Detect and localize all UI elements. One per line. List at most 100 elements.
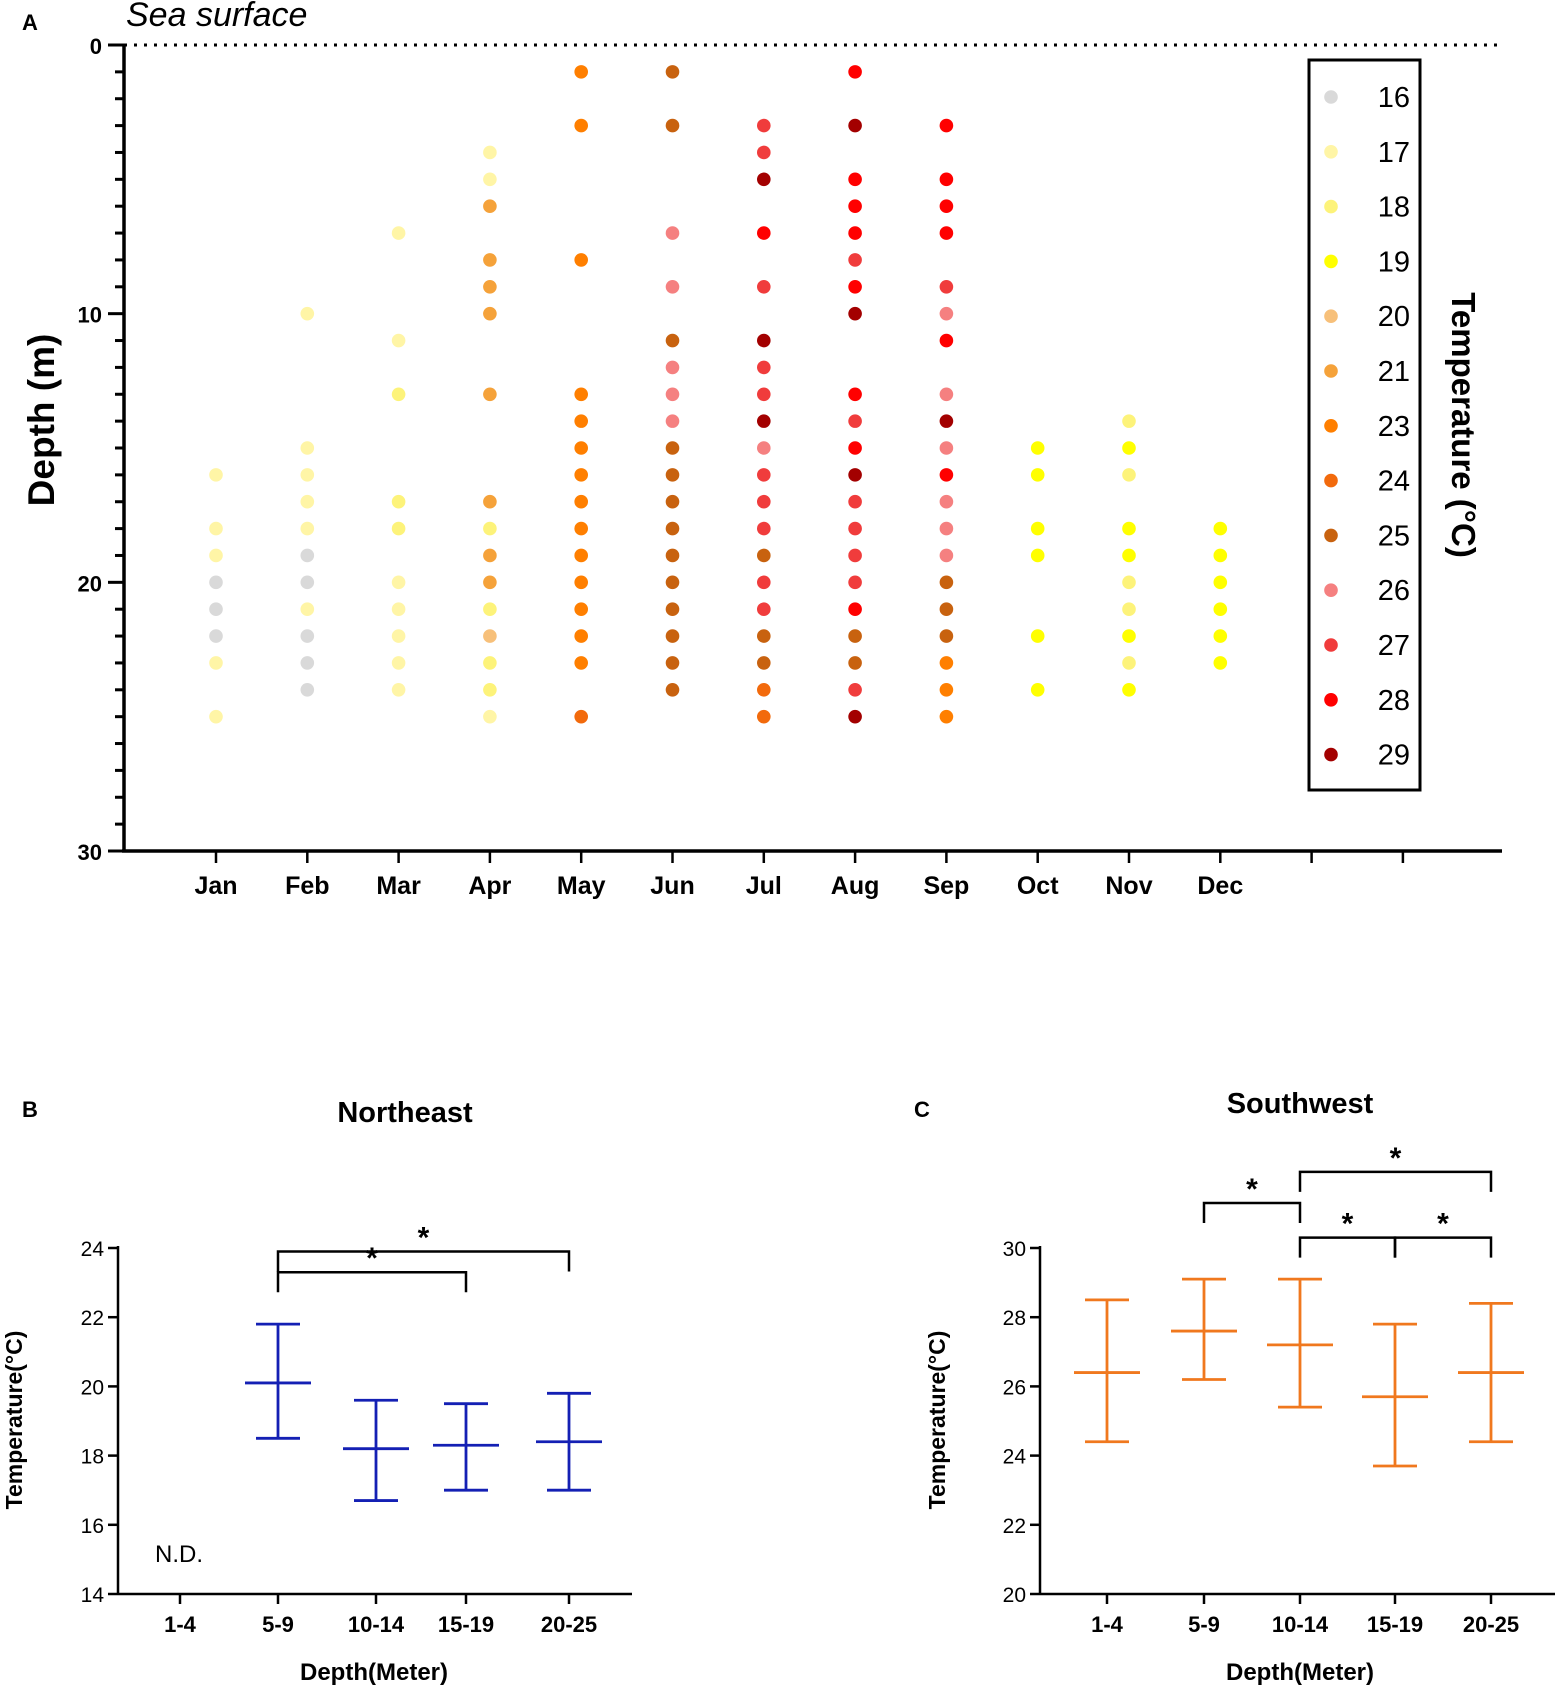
data-point — [665, 387, 680, 402]
data-point — [574, 65, 588, 79]
data-point — [665, 226, 680, 240]
y-tick-label: 24 — [81, 1238, 105, 1261]
data-point — [939, 629, 954, 643]
legend-label: 26 — [1378, 575, 1410, 607]
x-tick-label: 20-25 — [1463, 1612, 1519, 1637]
data-point — [300, 602, 315, 616]
data-point — [665, 333, 680, 348]
data-point — [574, 656, 588, 670]
x-tick-label: Jul — [746, 872, 782, 900]
data-point — [665, 280, 680, 294]
data-point — [665, 441, 680, 455]
data-point — [209, 602, 223, 616]
significance-star: * — [366, 1242, 378, 1275]
data-point — [1213, 521, 1228, 536]
data-point — [1213, 656, 1228, 670]
data-point — [574, 548, 588, 563]
significance-bracket — [1202, 1201, 1302, 1224]
data-point — [1122, 548, 1136, 563]
data-point — [939, 441, 954, 455]
y-tick-label: 10 — [78, 303, 102, 328]
data-point — [574, 253, 588, 267]
data-point — [665, 65, 680, 79]
data-point — [848, 656, 862, 670]
x-tick-label: May — [557, 872, 606, 900]
x-tick-label: 5-9 — [262, 1612, 294, 1637]
data-point — [1122, 521, 1136, 536]
panel-b-chart: 14 16 18 20 22 24 1-4 5-9 10-14 15-19 20-25 * * — [81, 1221, 632, 1637]
significance-bracket — [276, 1270, 468, 1293]
data-point — [665, 629, 680, 643]
panel-a-minor-ticks — [108, 43, 124, 853]
panel-b-nd-note: N.D. — [155, 1541, 203, 1568]
data-point — [757, 441, 771, 455]
data-point — [757, 602, 771, 616]
x-tick-label: Sep — [923, 872, 969, 900]
data-point — [757, 494, 771, 509]
x-tick-label: Oct — [1017, 872, 1059, 900]
data-point — [483, 145, 497, 160]
data-point — [300, 494, 315, 509]
y-tick-label: 30 — [78, 840, 102, 865]
data-point — [848, 414, 862, 428]
legend-marker — [1324, 364, 1338, 378]
panel-b-title: Northeast — [337, 1097, 473, 1129]
y-tick-label: 22 — [81, 1307, 104, 1330]
data-point — [391, 521, 406, 536]
data-point — [757, 333, 771, 348]
data-point — [391, 602, 406, 616]
panel-a: A Sea surface Depth (m) 0 10 20 30 Jan Feb Ma… — [21, 0, 1502, 900]
legend-marker — [1324, 638, 1338, 652]
data-point — [483, 656, 497, 670]
panel-b: B Northeast 14 16 18 20 22 24 1-4 5-9 10-14 15-19… — [1, 1097, 632, 1685]
data-point — [209, 629, 223, 643]
data-point — [300, 521, 315, 536]
x-tick-label: Apr — [468, 872, 511, 900]
data-point — [848, 65, 862, 79]
x-tick-label: Dec — [1197, 872, 1243, 900]
data-point — [757, 145, 771, 160]
data-point — [665, 494, 680, 509]
data-point — [483, 199, 497, 213]
significance-star: * — [418, 1221, 430, 1254]
legend-label: 21 — [1378, 356, 1410, 388]
y-tick-label: 20 — [81, 1376, 104, 1399]
data-point — [757, 521, 771, 536]
data-point — [209, 575, 223, 590]
legend-label: 24 — [1378, 466, 1410, 498]
data-point — [757, 683, 771, 697]
panel-a-x-ticks: Jan Feb Mar Apr May Jun Jul Aug Sep Oct Nov Dec — [194, 851, 1405, 900]
panel-a-y-ticks: 0 10 20 30 — [78, 34, 102, 865]
data-point — [757, 656, 771, 670]
legend-marker — [1324, 473, 1338, 488]
data-point — [391, 656, 406, 670]
data-point — [483, 306, 497, 321]
y-tick-label: 16 — [81, 1515, 104, 1538]
data-point — [574, 629, 588, 643]
data-point — [1213, 629, 1228, 643]
data-point — [848, 387, 862, 402]
y-tick-label: 14 — [81, 1584, 105, 1607]
data-point — [483, 253, 497, 267]
y-tick-label: 20 — [78, 571, 102, 596]
legend-marker — [1324, 747, 1338, 762]
data-point — [665, 521, 680, 536]
data-point — [757, 387, 771, 402]
data-point — [209, 709, 223, 724]
data-point — [848, 253, 862, 267]
legend-label: 17 — [1378, 137, 1410, 169]
data-point — [574, 602, 588, 616]
data-point — [391, 575, 406, 590]
panel-b-x-axis-title: Depth(Meter) — [300, 1659, 448, 1685]
y-tick-label: 24 — [1003, 1446, 1027, 1469]
data-point — [939, 172, 954, 187]
data-point — [939, 387, 954, 402]
x-tick-label: Nov — [1105, 872, 1152, 900]
data-point — [483, 387, 497, 402]
data-point — [665, 683, 680, 697]
y-tick-label: 26 — [1003, 1376, 1026, 1399]
y-tick-label: 18 — [81, 1446, 104, 1469]
data-point — [939, 656, 954, 670]
x-tick-label: Mar — [376, 872, 421, 900]
x-tick-label: 10-14 — [1272, 1612, 1329, 1637]
